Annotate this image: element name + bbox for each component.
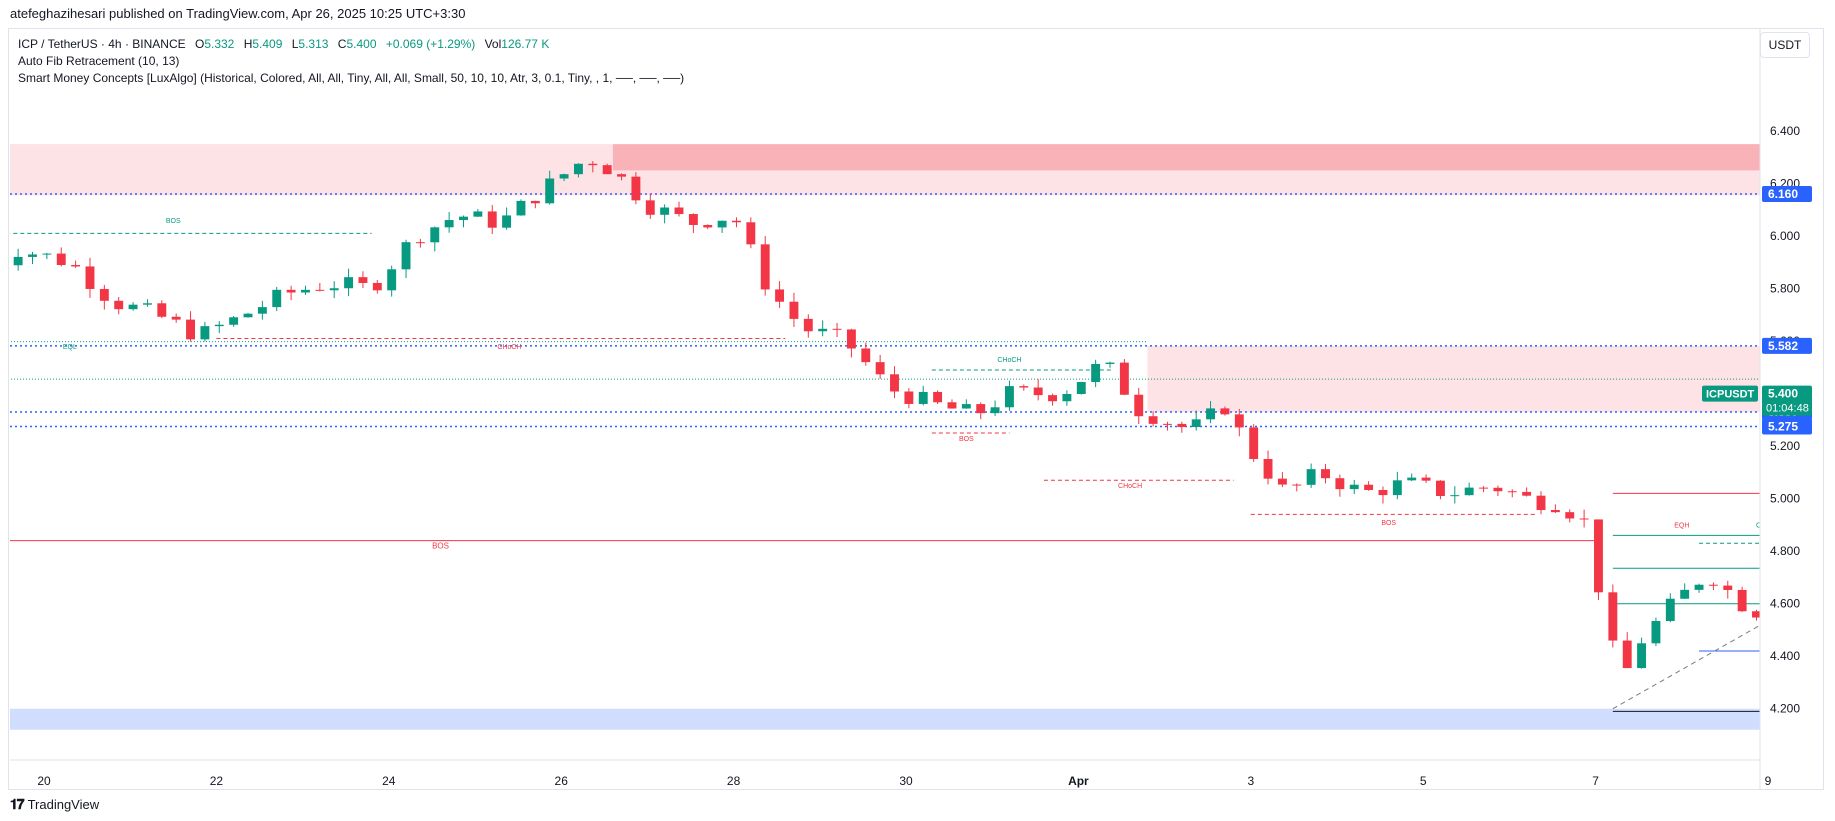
candle-up	[1824, 555, 1833, 579]
high-label: H	[243, 37, 253, 51]
indicator-smc[interactable]: Smart Money Concepts [LuxAlgo] (Historic…	[18, 71, 685, 85]
brand-name: TradingView	[27, 797, 100, 812]
volume-label: Vol	[484, 37, 502, 51]
currency-button[interactable]: USDT	[1760, 32, 1810, 58]
low-label: L	[291, 37, 299, 51]
low-value: 5.313	[298, 37, 329, 51]
volume-value: 126.77 K	[501, 37, 550, 51]
open-value: 5.332	[204, 37, 235, 51]
tradingview-brand[interactable]: 𝟏𝟕 TradingView	[10, 796, 99, 813]
open-label: O	[194, 37, 205, 51]
tradingview-logo-icon: 𝟏𝟕	[10, 796, 25, 812]
symbol-row: ICP / TetherUS · 4h · BINANCE O5.332 H5.…	[18, 36, 684, 53]
indicator-fib[interactable]: Auto Fib Retracement (10, 13)	[18, 54, 180, 68]
publisher-line: atefeghazihesari published on TradingVie…	[10, 6, 466, 21]
symbol-name[interactable]: ICP / TetherUS · 4h · BINANCE	[18, 37, 186, 51]
close-label: C	[337, 37, 347, 51]
chart-legend: ICP / TetherUS · 4h · BINANCE O5.332 H5.…	[18, 36, 684, 87]
chart-frame	[8, 28, 1824, 790]
close-value: 5.400	[346, 37, 377, 51]
candle-up	[0, 265, 8, 272]
high-value: 5.409	[252, 37, 283, 51]
change-value: +0.069 (+1.29%)	[385, 37, 476, 51]
